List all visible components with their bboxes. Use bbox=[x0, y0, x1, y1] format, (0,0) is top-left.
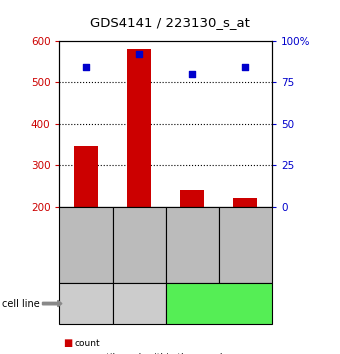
Bar bbox=[74, 146, 98, 207]
Point bbox=[136, 51, 142, 57]
Text: GSM701545: GSM701545 bbox=[241, 220, 250, 270]
Text: ■: ■ bbox=[63, 353, 72, 354]
Text: GSM701544: GSM701544 bbox=[188, 220, 197, 270]
Text: GDS4141 / 223130_s_at: GDS4141 / 223130_s_at bbox=[90, 16, 250, 29]
Text: Sporadic
PD-derived
iPSCs: Sporadic PD-derived iPSCs bbox=[118, 289, 160, 319]
Text: cell line: cell line bbox=[2, 298, 39, 309]
Bar bbox=[127, 49, 151, 207]
Text: percentile rank within the sample: percentile rank within the sample bbox=[75, 353, 228, 354]
Point bbox=[190, 71, 195, 77]
Point bbox=[83, 64, 89, 70]
Bar bbox=[234, 198, 257, 207]
Bar bbox=[180, 190, 204, 207]
Point bbox=[243, 64, 248, 70]
Text: GSM701543: GSM701543 bbox=[135, 220, 144, 270]
Text: count: count bbox=[75, 339, 100, 348]
Text: GSM701542: GSM701542 bbox=[82, 220, 90, 270]
Text: ■: ■ bbox=[63, 338, 72, 348]
Text: control
IPSCs: control IPSCs bbox=[73, 294, 99, 313]
Text: presenilin 2 (PS2)
iPSCs: presenilin 2 (PS2) iPSCs bbox=[179, 294, 259, 313]
